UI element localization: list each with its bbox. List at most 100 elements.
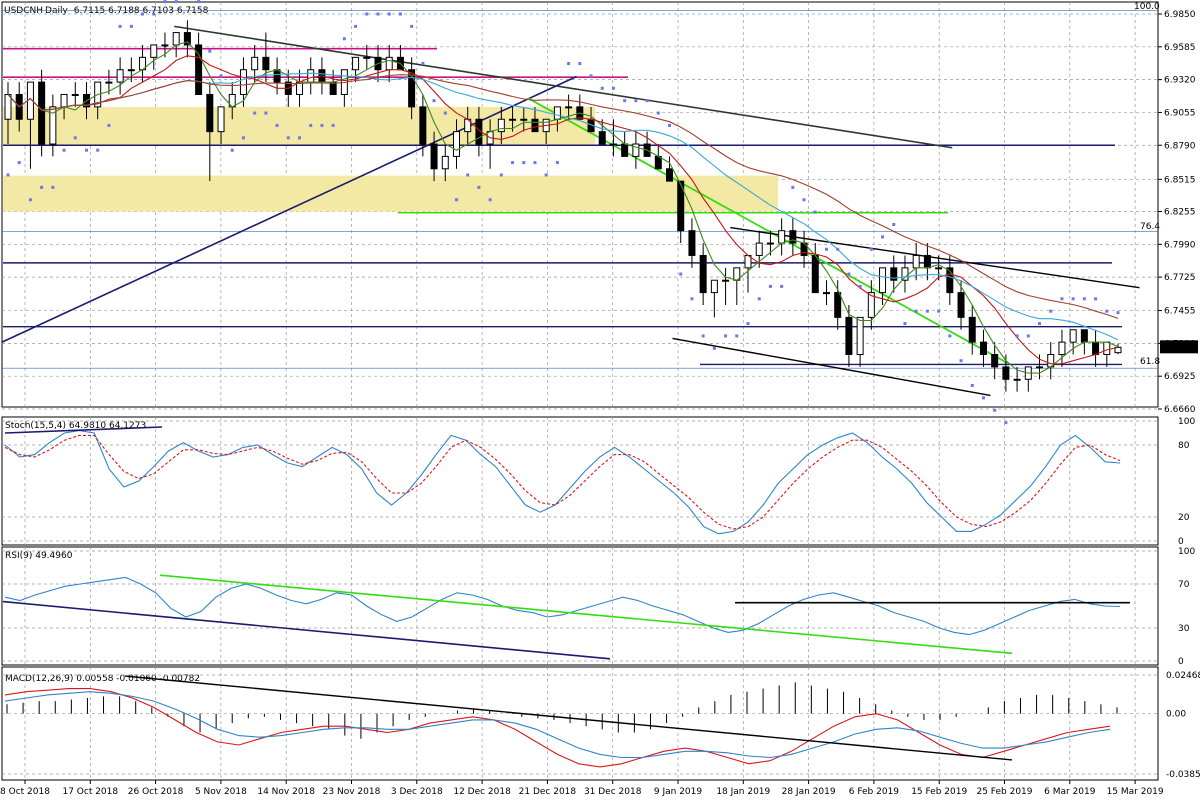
- candle-body: [1013, 378, 1021, 381]
- price-tick-label: 6.9585: [1164, 43, 1196, 53]
- x-tick-label: 12 Dec 2018: [453, 787, 511, 797]
- sar-dot: [948, 334, 952, 338]
- x-tick-label: 28 Jan 2019: [782, 787, 836, 797]
- candle-body: [509, 118, 517, 121]
- price-tick-label: 6.7990: [1164, 240, 1196, 250]
- price-tick-label: 6.7725: [1164, 273, 1196, 283]
- sar-dot: [129, 24, 133, 28]
- sar-dot: [398, 12, 402, 16]
- osc-series-main: [4, 430, 1121, 535]
- x-tick-label: 6 Mar 2019: [1044, 787, 1096, 797]
- sar-dot: [1004, 421, 1008, 425]
- sar-dot: [712, 346, 716, 350]
- sar-dot: [376, 12, 380, 16]
- x-tick-label: 18 Jan 2019: [716, 787, 770, 797]
- sar-dot: [432, 99, 436, 103]
- x-tick-label: 9 Jan 2019: [654, 787, 702, 797]
- candle-body: [1002, 366, 1010, 380]
- panel-frame-stoch: [1, 416, 1159, 546]
- macd-tick-label: 0.02468: [1166, 671, 1200, 681]
- sar-dot: [903, 322, 907, 326]
- candle-body: [1092, 341, 1100, 356]
- candle-body: [609, 143, 617, 146]
- sar-dot: [1049, 309, 1053, 313]
- sar-dot: [959, 359, 963, 363]
- sar-dot: [701, 334, 705, 338]
- sar-dot: [230, 148, 234, 152]
- candle-body: [755, 242, 763, 256]
- sar-dot: [724, 334, 728, 338]
- sar-dot: [1026, 334, 1030, 338]
- candle-body: [789, 230, 797, 244]
- panel-frame-macd: [1, 666, 1159, 781]
- sar-dot: [208, 49, 212, 53]
- candle-body: [632, 143, 640, 157]
- x-tick-label: 5 Nov 2018: [195, 787, 247, 797]
- candle-body: [60, 93, 68, 108]
- x-tick-label: 25 Feb 2019: [976, 787, 1032, 797]
- sar-dot: [466, 173, 470, 177]
- candle-body: [677, 180, 685, 232]
- sar-dot: [1015, 334, 1019, 338]
- sar-dot: [847, 272, 851, 276]
- candle-body: [1069, 329, 1077, 343]
- candle-body: [127, 69, 135, 72]
- sar-dot: [197, 0, 201, 4]
- sar-dot: [298, 136, 302, 140]
- sar-dot: [757, 297, 761, 301]
- price-tick-label: 6.9055: [1164, 108, 1196, 118]
- candle-body: [856, 316, 864, 356]
- sar-dot: [264, 111, 268, 115]
- sar-dot: [679, 272, 683, 276]
- sar-dot: [735, 334, 739, 338]
- candle-body: [822, 292, 830, 295]
- macd-series-signal: [4, 691, 1111, 759]
- candle-body: [49, 106, 57, 145]
- sar-dot: [813, 210, 817, 214]
- sar-dot: [410, 24, 414, 28]
- candle-body: [239, 69, 247, 95]
- sar-dot: [802, 198, 806, 202]
- sar-dot: [623, 99, 627, 103]
- candle-body: [419, 106, 427, 145]
- candle-body: [710, 279, 718, 294]
- fib-label-100: 100.0: [1134, 2, 1160, 12]
- sar-dot: [914, 309, 918, 313]
- sar-dot: [17, 161, 21, 165]
- ohlc-label: 6.7115 6.7188 6.7103 6.7158: [74, 6, 209, 16]
- candle-body: [867, 292, 875, 318]
- osc-tick-label: 100: [1178, 417, 1195, 427]
- sar-dot: [309, 123, 313, 127]
- fib-label-61: 61.8: [1140, 357, 1160, 367]
- sar-dot: [1116, 311, 1120, 315]
- macd-trendline: [124, 675, 1013, 761]
- fib-label-76: 76.4: [1140, 222, 1160, 232]
- osc-tick-label: 0: [1178, 537, 1184, 547]
- sar-dot: [1060, 297, 1064, 301]
- sar-dot: [73, 136, 77, 140]
- osc-tick-label: 80: [1178, 441, 1190, 451]
- x-tick-label: 21 Dec 2018: [519, 787, 577, 797]
- candle-body: [968, 316, 976, 343]
- sar-dot: [6, 173, 10, 177]
- x-tick-label: 14 Nov 2018: [257, 787, 315, 797]
- sar-dot: [96, 148, 100, 152]
- candle-body: [363, 56, 371, 59]
- sar-dot: [668, 123, 672, 127]
- x-tick-label: 6 Feb 2019: [849, 787, 900, 797]
- sar-dot: [768, 284, 772, 288]
- price-tick-label: 6.6660: [1164, 405, 1196, 415]
- candle-body: [408, 69, 416, 108]
- sar-dot: [925, 309, 929, 313]
- sar-dot: [892, 223, 896, 227]
- sar-dot: [51, 185, 55, 189]
- macd-label: MACD(12,26,9) 0.00558 -0.01060 -0.00782: [5, 674, 200, 684]
- osc-trendline: [4, 426, 163, 434]
- candle-body: [520, 118, 528, 121]
- sar-dot: [163, 0, 167, 4]
- candle-body: [71, 93, 79, 96]
- sar-dot: [84, 148, 88, 152]
- sar-dot: [365, 12, 369, 16]
